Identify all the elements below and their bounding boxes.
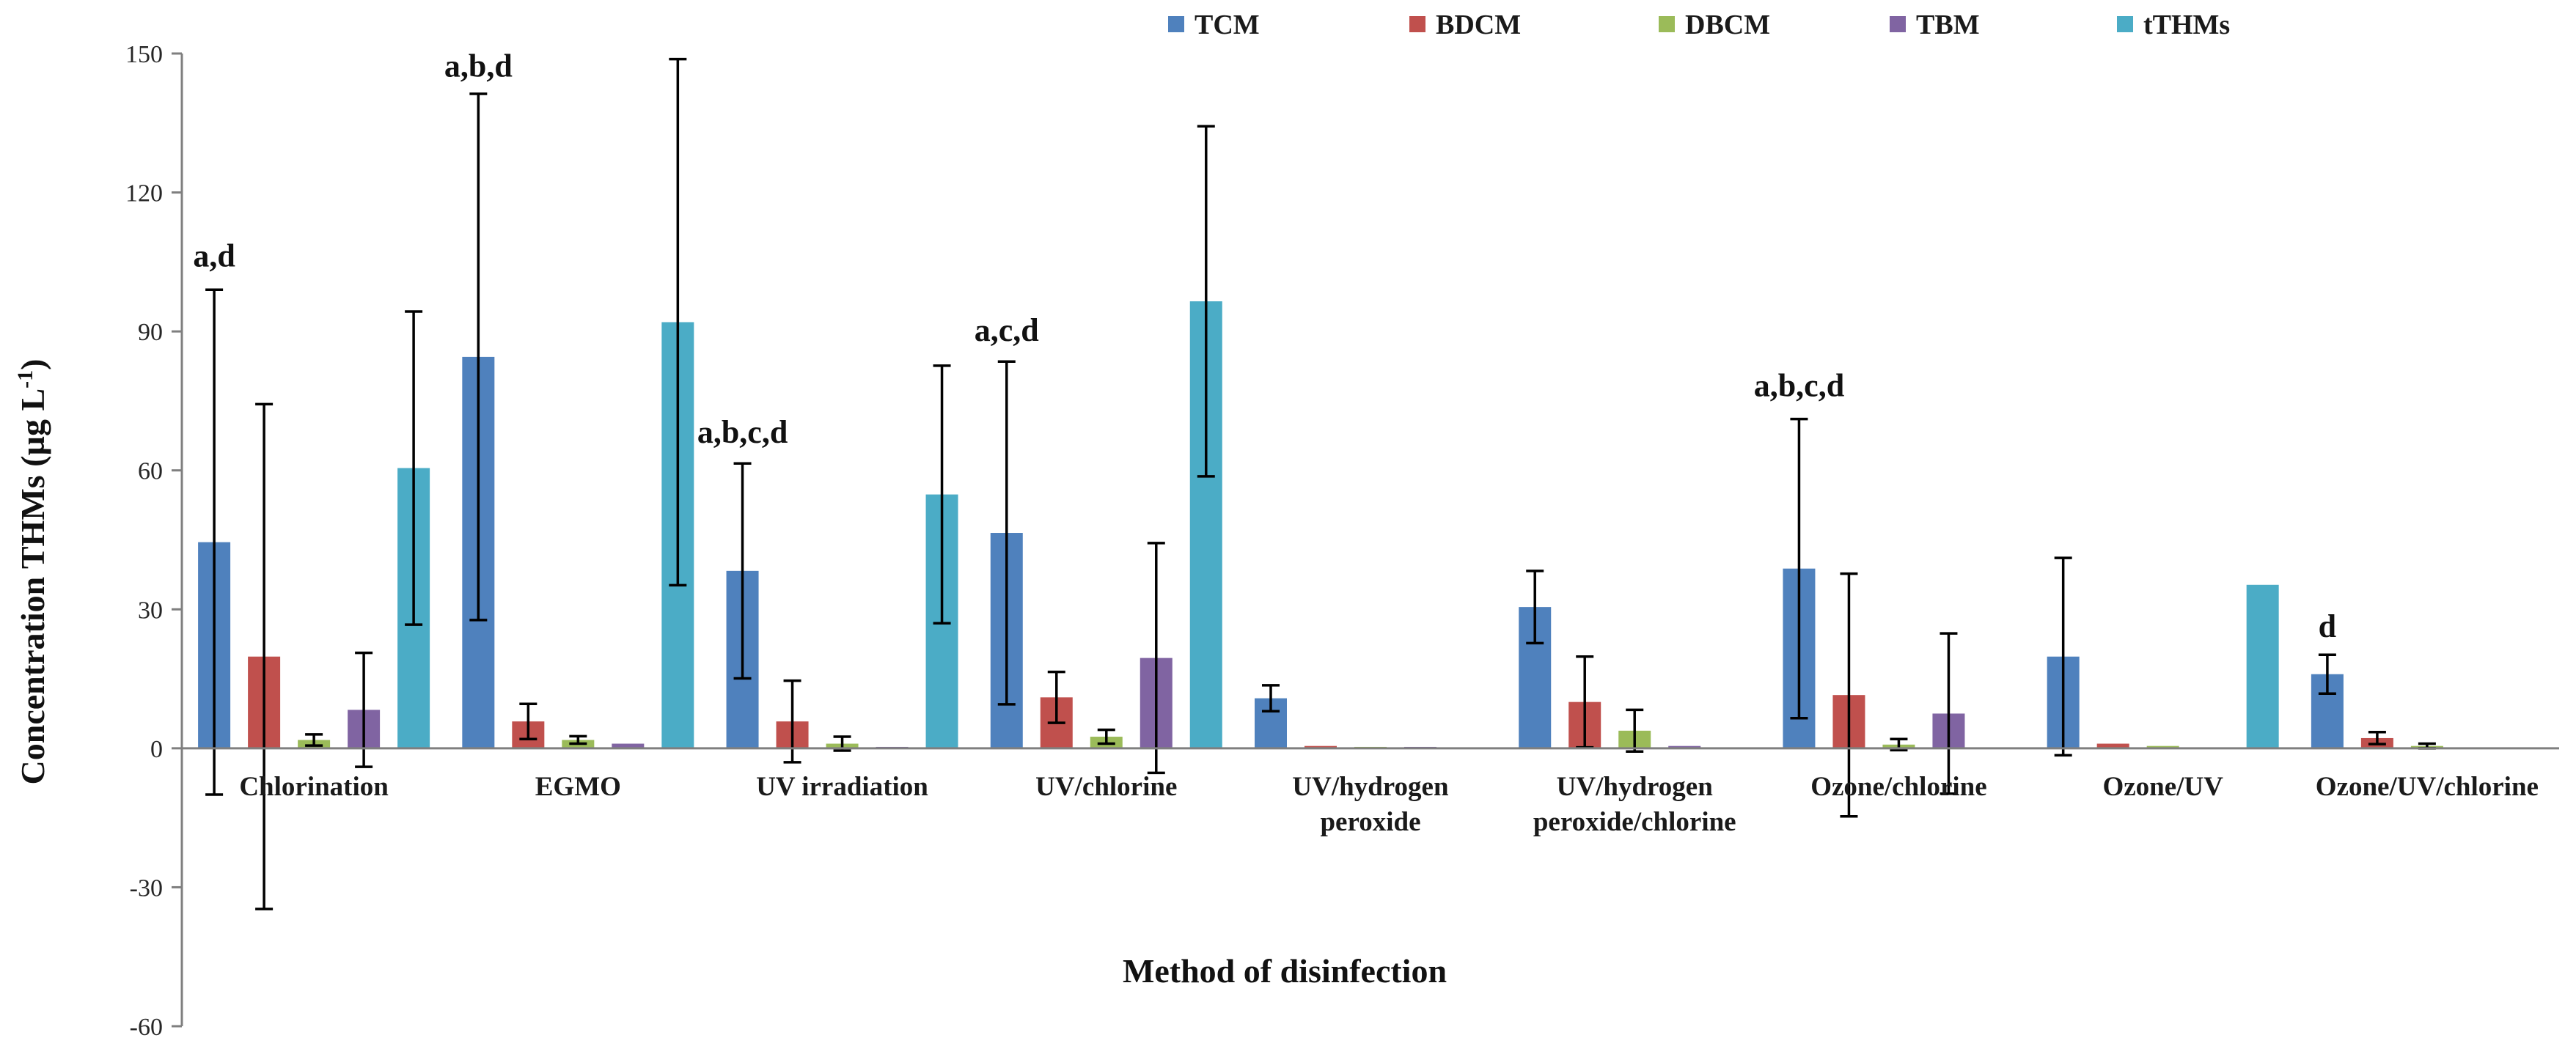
significance-annotations: a,d a,b,d a,b,c,d a,c,d a,b,c,d d (193, 48, 2336, 645)
legend-swatch-dbcm (1659, 16, 1675, 32)
annotation-label: a,b,c,d (697, 414, 788, 450)
legend-label-dbcm: DBCM (1685, 10, 1770, 40)
x-axis: Chlorination EGMO UV irradiation UV/chlorin… (182, 747, 2559, 837)
category-label-8: Ozone/UV/chlorine (2316, 772, 2539, 802)
legend-swatch-tthms (2117, 16, 2133, 32)
bar-tbm-1 (612, 743, 645, 748)
y-tick-label: 30 (138, 597, 163, 624)
bar-tthms-7 (2246, 584, 2279, 748)
y-tick-label: 0 (150, 736, 163, 763)
y-tick-label: 60 (138, 458, 163, 485)
legend: TCM BDCM DBCM TBM tTHMs (1168, 10, 2230, 40)
y-axis-title: Concentration THMs (µg L-1) (13, 359, 52, 785)
category-label-1: EGMO (535, 772, 621, 802)
legend-label-tthms: tTHMs (2143, 10, 2230, 40)
category-label-2: UV irradiation (756, 772, 928, 802)
category-label-7: Ozone/UV (2102, 772, 2223, 802)
annotation-label: d (2319, 608, 2336, 644)
category-label-3: UV/chlorine (1035, 772, 1177, 802)
bar-bdcm-7 (2096, 743, 2129, 748)
legend-label-tcm: TCM (1195, 10, 1260, 40)
category-label-6: Ozone/chlorine (1810, 772, 1986, 802)
y-axis: -60 -30 0 30 60 90 120 150 (125, 41, 183, 1041)
category-label-0: Chlorination (239, 772, 389, 802)
bar-tbm-5 (1668, 745, 1701, 748)
y-tick-label: 150 (125, 41, 163, 68)
bar-dbcm-7 (2146, 745, 2179, 748)
annotation-label: a,b,d (444, 48, 513, 84)
bars (198, 301, 2443, 748)
annotation-label: a,b,c,d (1754, 368, 1844, 404)
y-tick-label: 90 (138, 319, 163, 346)
y-tick-label: 120 (125, 180, 163, 207)
legend-swatch-tbm (1890, 16, 1906, 32)
category-label-5: UV/hydrogen peroxide/chlorine (1533, 772, 1736, 837)
legend-label-tbm: TBM (1916, 10, 1980, 40)
x-axis-title: Method of disinfection (1123, 952, 1447, 990)
legend-swatch-tcm (1168, 16, 1184, 32)
legend-swatch-bdcm (1409, 16, 1425, 32)
annotation-label: a,d (193, 238, 235, 274)
annotation-label: a,c,d (975, 312, 1039, 348)
y-tick-label: -30 (130, 874, 163, 902)
legend-label-bdcm: BDCM (1436, 10, 1521, 40)
y-tick-label: -60 (130, 1014, 163, 1041)
bar-bdcm-4 (1304, 745, 1337, 748)
category-label-4: UV/hydrogen peroxide (1292, 772, 1449, 837)
